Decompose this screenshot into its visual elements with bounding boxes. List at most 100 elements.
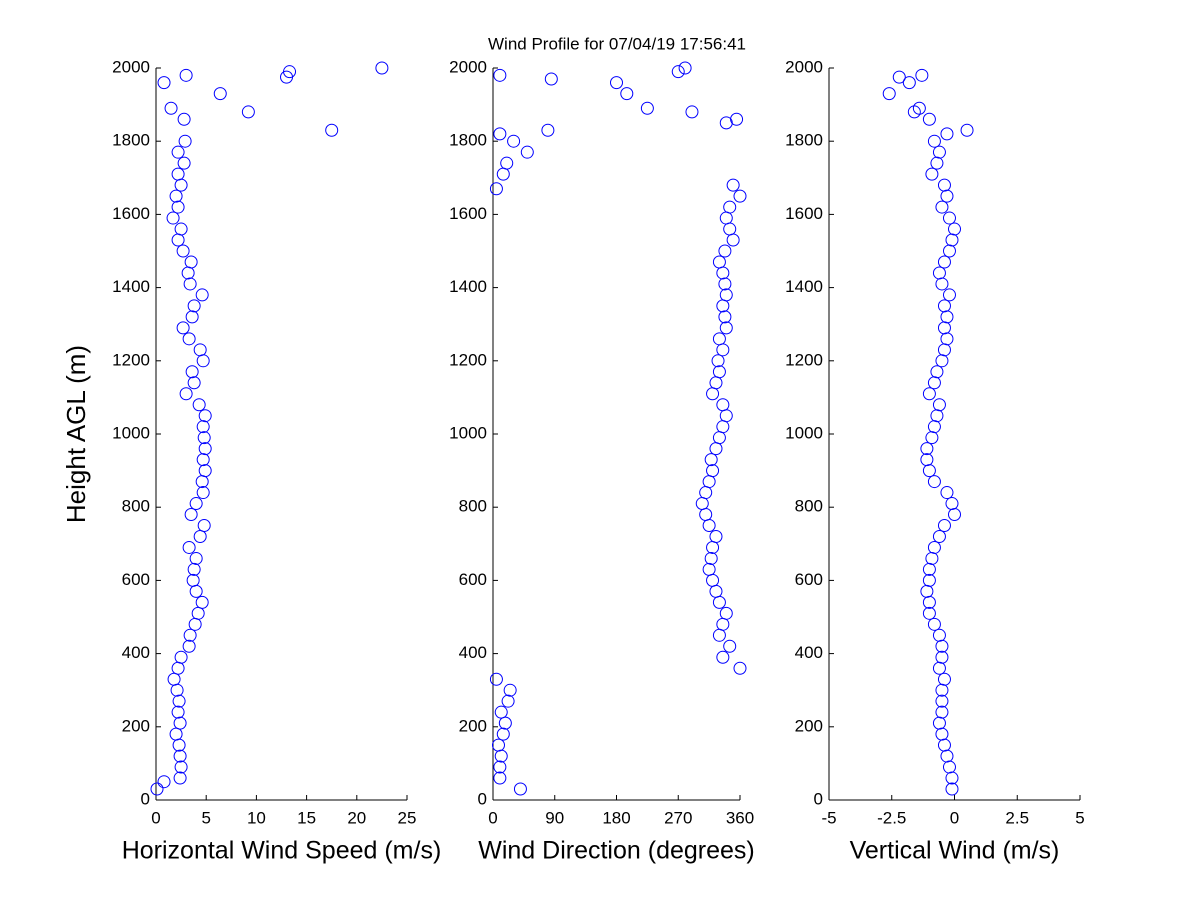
point xyxy=(930,156,944,170)
point xyxy=(325,123,339,137)
point xyxy=(711,354,725,368)
point xyxy=(166,211,180,225)
point xyxy=(922,606,936,620)
figure-title: Wind Profile for 07/04/19 17:56:41 xyxy=(488,34,746,53)
point xyxy=(935,650,949,664)
y-tick-label: 1200 xyxy=(449,350,487,369)
y-tick-label: 1600 xyxy=(112,204,150,223)
y-tick-label: 1000 xyxy=(112,423,150,442)
point xyxy=(709,442,723,456)
point xyxy=(892,70,906,84)
point xyxy=(702,562,716,576)
point xyxy=(716,299,730,313)
point xyxy=(610,76,623,90)
point xyxy=(185,310,199,324)
x-tick-label: 360 xyxy=(726,808,754,827)
point xyxy=(719,116,733,130)
point xyxy=(912,101,926,115)
point xyxy=(493,771,507,785)
point xyxy=(935,354,949,368)
point xyxy=(187,376,201,390)
y-tick-label: 400 xyxy=(459,643,487,662)
y-tick-label: 400 xyxy=(795,643,823,662)
point xyxy=(498,716,512,730)
point xyxy=(494,705,508,719)
point xyxy=(719,321,733,335)
point xyxy=(184,255,198,269)
point xyxy=(922,387,936,401)
point xyxy=(174,650,188,664)
y-tick-label: 200 xyxy=(795,716,823,735)
point xyxy=(241,105,255,119)
point xyxy=(716,266,730,280)
point xyxy=(925,167,939,181)
point xyxy=(940,486,954,500)
y-tick-label: 1000 xyxy=(785,423,823,442)
point xyxy=(937,178,951,192)
y-tick-label: 800 xyxy=(459,497,487,516)
y-tick-label: 1600 xyxy=(785,204,823,223)
y-tick-label: 0 xyxy=(141,789,150,808)
point xyxy=(932,628,946,642)
point xyxy=(719,606,733,620)
point xyxy=(930,409,944,423)
point xyxy=(937,255,951,269)
point xyxy=(937,672,951,686)
point xyxy=(489,672,503,686)
point xyxy=(927,540,941,554)
point xyxy=(197,519,211,532)
point xyxy=(709,584,723,598)
point xyxy=(189,551,203,565)
point xyxy=(172,738,186,752)
y-tick-label: 2000 xyxy=(785,57,823,76)
point xyxy=(927,617,941,631)
point xyxy=(704,453,718,467)
y-axis-label: Height AGL (m) xyxy=(61,345,91,523)
point xyxy=(541,123,555,137)
point xyxy=(197,431,211,445)
point xyxy=(283,65,297,79)
y-tick-label: 1400 xyxy=(785,277,823,296)
y-tick-label: 1200 xyxy=(112,350,150,369)
point xyxy=(171,200,185,214)
point xyxy=(932,145,946,159)
point xyxy=(191,606,205,620)
point xyxy=(182,540,196,554)
point xyxy=(948,222,961,236)
point xyxy=(922,464,936,478)
point xyxy=(723,200,737,214)
point xyxy=(195,288,209,302)
point xyxy=(930,365,944,379)
x-tick-label: 90 xyxy=(545,808,564,827)
x-axis-label: Horizontal Wind Speed (m/s) xyxy=(122,837,442,865)
point xyxy=(922,562,936,576)
point xyxy=(935,727,949,741)
point xyxy=(198,409,212,423)
point xyxy=(544,72,558,86)
point xyxy=(718,244,732,258)
point xyxy=(920,442,934,456)
point xyxy=(507,134,521,148)
point xyxy=(192,398,206,412)
point xyxy=(716,420,730,434)
y-tick-label: 1400 xyxy=(112,277,150,296)
point xyxy=(719,211,733,225)
x-tick-label: 180 xyxy=(602,808,630,827)
point xyxy=(179,68,193,82)
x-tick-label: 0 xyxy=(151,808,160,827)
point xyxy=(925,431,939,445)
point xyxy=(183,277,197,291)
point xyxy=(171,705,185,719)
point xyxy=(712,431,726,445)
point xyxy=(695,497,709,511)
point xyxy=(922,112,936,126)
point xyxy=(189,497,203,511)
point xyxy=(169,727,183,741)
point xyxy=(733,661,747,675)
point xyxy=(937,343,951,357)
point xyxy=(704,551,718,565)
x-tick-label: 10 xyxy=(247,808,266,827)
x-tick-label: -2.5 xyxy=(877,808,906,827)
y-tick-label: 1200 xyxy=(785,350,823,369)
point xyxy=(712,365,726,379)
